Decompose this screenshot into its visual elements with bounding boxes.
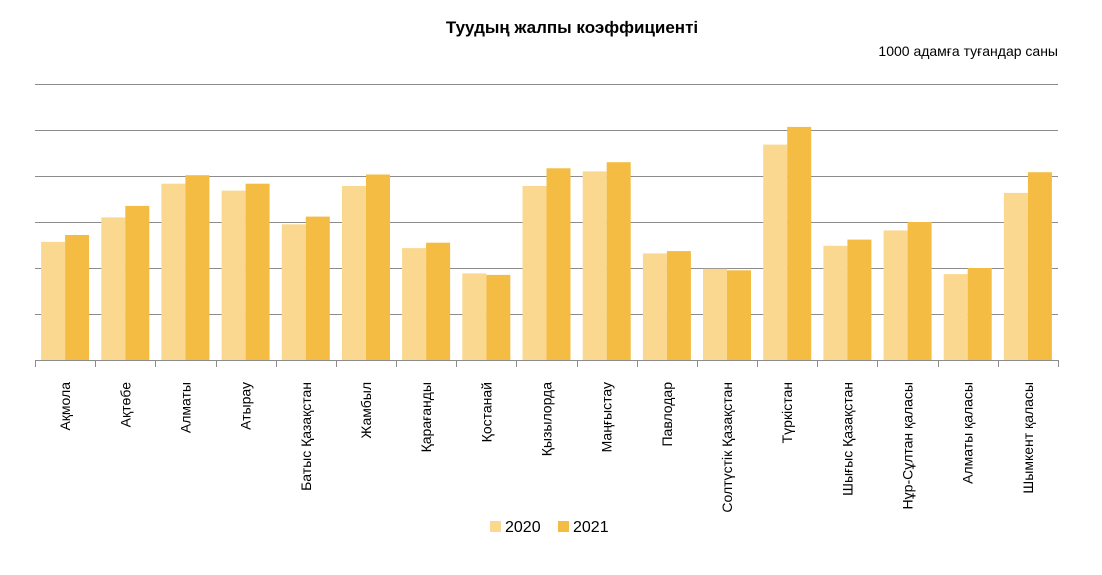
bar-2021-13 bbox=[847, 239, 872, 360]
x-tick-label: Алматы қаласы bbox=[960, 382, 976, 484]
bar-2020-6 bbox=[402, 248, 427, 360]
bar-2021-15 bbox=[967, 268, 992, 360]
bar-2021-16 bbox=[1027, 172, 1052, 360]
legend-label-2020: 2020 bbox=[505, 519, 541, 536]
bar-2020-4 bbox=[281, 224, 306, 360]
legend-label-2021: 2021 bbox=[573, 519, 609, 536]
legend: 2020 2021 bbox=[490, 519, 609, 536]
legend-swatch-2020 bbox=[490, 521, 501, 532]
bar-2020-3 bbox=[221, 190, 246, 360]
chart-subtitle: 1000 адамға туғандар саны bbox=[878, 43, 1058, 59]
bar-2021-5 bbox=[366, 174, 390, 360]
bar-2021-0 bbox=[65, 235, 90, 360]
x-tick-label: Алматы bbox=[177, 382, 193, 433]
bar-2020-7 bbox=[462, 273, 487, 360]
chart-title: Туудың жалпы коэффициенті bbox=[446, 18, 698, 37]
bar-2020-1 bbox=[101, 217, 126, 360]
x-tick-label: Ақтөбе bbox=[117, 382, 133, 428]
bar-2020-5 bbox=[342, 186, 366, 360]
bar-2021-3 bbox=[245, 183, 270, 360]
x-tick-labels: Ақмола Ақтөбе Алматы Атырау Батыс Қазақстан Ж… bbox=[57, 382, 1036, 513]
x-tick-label: Атырау bbox=[238, 382, 254, 430]
bar-2021-11 bbox=[727, 270, 751, 360]
bar-2021-12 bbox=[787, 126, 812, 361]
x-tick-label: Маңғыстау bbox=[599, 382, 615, 452]
x-tick-label: Батыс Қазақстан bbox=[298, 382, 314, 491]
bar-2021-10 bbox=[666, 251, 691, 360]
bar-2021-6 bbox=[426, 242, 451, 360]
bar-2021-8 bbox=[546, 168, 571, 360]
x-tick-label: Қарағанды bbox=[418, 382, 434, 452]
bars bbox=[41, 126, 1052, 361]
x-tick-label: Жамбыл bbox=[358, 382, 374, 439]
bar-2020-0 bbox=[41, 241, 66, 360]
x-tick-label: Қостанай bbox=[478, 382, 494, 442]
legend-swatch-2021 bbox=[558, 521, 569, 532]
x-tick-label: Түркістан bbox=[779, 382, 795, 443]
bar-2020-10 bbox=[642, 253, 667, 360]
x-tick-label: Нұр-Сұлтан қаласы bbox=[900, 382, 916, 509]
bar-2021-4 bbox=[305, 216, 330, 360]
bar-2020-16 bbox=[1003, 192, 1028, 360]
bar-2020-15 bbox=[943, 274, 968, 360]
bar-2021-7 bbox=[486, 274, 511, 360]
bar-2020-13 bbox=[823, 245, 848, 360]
x-tick-label: Қызылорда bbox=[539, 382, 555, 456]
bar-2020-9 bbox=[582, 171, 607, 360]
bar-2020-11 bbox=[703, 268, 727, 360]
bar-2021-1 bbox=[125, 205, 150, 360]
bar-2020-8 bbox=[522, 186, 547, 360]
bar-2021-14 bbox=[907, 222, 932, 360]
x-tick-label: Солтүстік Қазақстан bbox=[719, 382, 735, 513]
bar-2021-9 bbox=[606, 162, 631, 360]
x-axis bbox=[35, 360, 1059, 367]
bar-2021-2 bbox=[185, 175, 210, 360]
x-tick-label: Шығыс Қазақстан bbox=[839, 382, 855, 496]
bar-2020-12 bbox=[763, 144, 788, 360]
x-tick-label: Шымкент қаласы bbox=[1020, 382, 1036, 494]
bar-2020-2 bbox=[161, 183, 186, 360]
x-tick-label: Ақмола bbox=[57, 382, 73, 431]
bar-2020-14 bbox=[883, 230, 908, 360]
x-tick-label: Павлодар bbox=[659, 382, 675, 447]
